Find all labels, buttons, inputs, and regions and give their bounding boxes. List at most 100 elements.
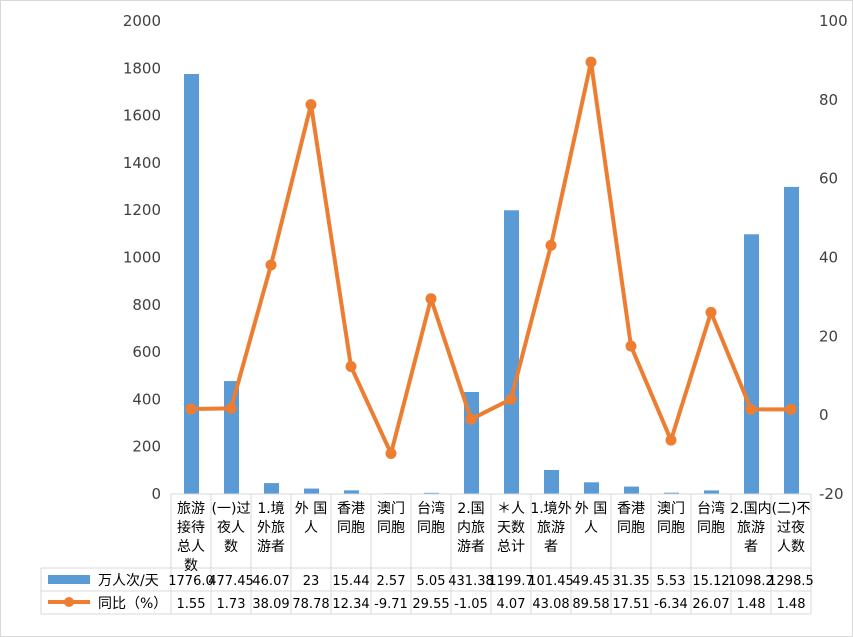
line-point (545, 239, 557, 251)
bar (624, 486, 639, 494)
category-label: 2.国 (457, 501, 484, 517)
category-label: 2.国内 (730, 501, 771, 517)
table-cell: 2.57 (377, 574, 406, 589)
table-cell: 1776.0 (168, 574, 214, 589)
line-point (185, 403, 197, 415)
line-point (745, 403, 757, 415)
y-left-tick: 1800 (123, 59, 161, 77)
line-point (785, 403, 797, 415)
bar (184, 73, 199, 494)
category-label: 者 (544, 539, 558, 555)
category-label: 者 (744, 539, 758, 555)
table-cell: 1199.7 (488, 574, 534, 589)
category-label: 天数 (497, 520, 525, 536)
table-cell: 1.55 (177, 597, 206, 612)
category-label: 外 国 (295, 501, 327, 517)
category-label: 接待 (177, 519, 205, 536)
table-cell: -9.71 (374, 597, 408, 612)
category-label: 同胞 (337, 520, 365, 536)
line-point (665, 434, 677, 446)
category-label: 人 (584, 520, 598, 536)
y-right-tick: 20 (819, 327, 838, 345)
category-label: 游者 (257, 539, 285, 555)
table-cell: 17.51 (612, 597, 649, 612)
table-cell: 46.07 (252, 574, 289, 589)
category-label: 内旅 (457, 520, 485, 536)
category-label: 旅游 (537, 520, 565, 536)
table-cell: 15.12 (692, 574, 729, 589)
y-left-tick: 2000 (123, 12, 161, 30)
y-right-tick: -20 (819, 485, 844, 503)
category-label: 澳门 (657, 501, 685, 517)
category-label: 人 (304, 520, 318, 536)
legend-line-marker (64, 597, 74, 607)
y-right-tick: 40 (819, 249, 838, 267)
line-point (385, 447, 397, 459)
table-cell: 1.48 (737, 597, 766, 612)
bar (304, 488, 319, 494)
line-point (345, 361, 357, 373)
category-label: 台湾 (697, 500, 725, 517)
line-point (305, 99, 317, 111)
y-left-tick: 200 (132, 438, 161, 456)
line-point (465, 413, 477, 425)
category-label: 游者 (457, 539, 485, 555)
bar (264, 483, 279, 494)
category-label: (一)过 (212, 501, 251, 517)
category-label: 外 国 (575, 501, 607, 517)
table-cell: 43.08 (532, 597, 569, 612)
table-cell: 1298.5 (768, 574, 814, 589)
table-cell: 31.35 (612, 574, 649, 589)
bar (584, 482, 599, 494)
category-label: 香港 (617, 501, 645, 517)
category-label: 总人 (177, 539, 205, 555)
line-point (585, 56, 597, 68)
category-label: 过夜 (777, 520, 805, 536)
category-label: 香港 (337, 501, 365, 517)
table-cell: 29.55 (412, 597, 449, 612)
category-label: (二)不 (772, 501, 811, 517)
table-cell: 12.34 (332, 597, 369, 612)
line-point (505, 393, 517, 405)
category-label: 数 (184, 558, 198, 574)
category-label: 同胞 (697, 520, 725, 536)
line-point (425, 293, 437, 305)
y-right-tick: 80 (819, 91, 838, 109)
table-cell: -1.05 (454, 597, 488, 612)
table-cell: 5.05 (417, 574, 446, 589)
y-left-tick: 400 (132, 390, 161, 408)
bar (744, 234, 759, 494)
category-label: 数 (224, 539, 238, 555)
legend-label: 万人次/天 (98, 573, 159, 589)
line-point (705, 306, 717, 318)
category-label: 台湾 (417, 500, 445, 517)
bar (784, 186, 799, 494)
y-right-tick: 0 (819, 406, 829, 424)
table-cell: 15.44 (332, 574, 369, 589)
bar (664, 492, 679, 494)
category-label: 同胞 (617, 520, 645, 536)
table-cell: 38.09 (252, 597, 289, 612)
category-label: 1.境外 (530, 501, 571, 517)
table-cell: 431.38 (448, 574, 494, 589)
legend-bar-key (48, 575, 90, 584)
category-label: 外旅 (257, 520, 285, 536)
table-cell: 1098.2 (728, 574, 774, 589)
y-left-tick: 1400 (123, 154, 161, 172)
table-cell: 101.45 (528, 574, 574, 589)
bar (344, 490, 359, 494)
table-cell: 4.07 (497, 597, 526, 612)
table-cell: -6.34 (654, 597, 688, 612)
y-right-tick: 100 (819, 12, 848, 30)
table-cell: 89.58 (572, 597, 609, 612)
category-label: 旅游 (177, 501, 205, 517)
category-label: 人数 (777, 539, 805, 555)
category-label: 同胞 (377, 520, 405, 536)
category-label: ＊人 (497, 501, 525, 517)
bar (424, 492, 439, 494)
category-label: 同胞 (657, 520, 685, 536)
category-label: 澳门 (377, 501, 405, 517)
category-label: 总计 (497, 539, 525, 555)
